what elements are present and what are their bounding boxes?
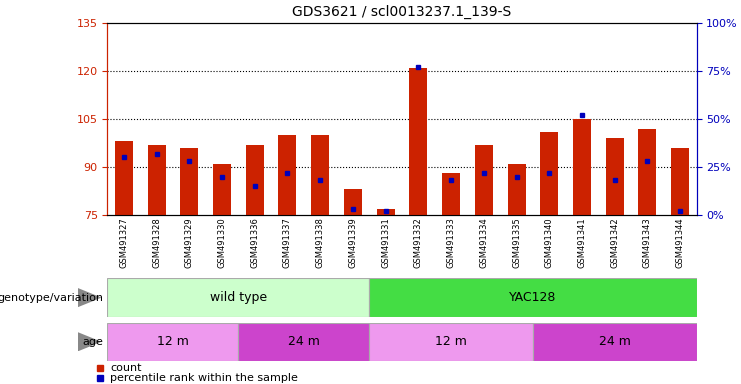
Text: GSM491342: GSM491342 [611, 217, 619, 268]
Polygon shape [78, 288, 102, 307]
Text: GSM491336: GSM491336 [250, 217, 259, 268]
Bar [573, 119, 591, 215]
Bar [376, 209, 395, 215]
Text: GSM491341: GSM491341 [577, 217, 586, 268]
Text: GSM491334: GSM491334 [479, 217, 488, 268]
Text: GSM491335: GSM491335 [512, 217, 521, 268]
Text: GSM491329: GSM491329 [185, 217, 193, 268]
Text: age: age [83, 337, 104, 347]
Bar [246, 145, 264, 215]
Bar [147, 145, 165, 215]
Text: GSM491333: GSM491333 [447, 217, 456, 268]
Text: GSM491327: GSM491327 [119, 217, 128, 268]
Text: genotype/variation: genotype/variation [0, 293, 104, 303]
Bar [344, 189, 362, 215]
Bar [311, 135, 329, 215]
Text: YAC128: YAC128 [509, 291, 556, 304]
Bar [107, 323, 239, 361]
Bar [239, 323, 369, 361]
Text: 24 m: 24 m [288, 335, 320, 348]
Text: GSM491331: GSM491331 [381, 217, 390, 268]
Bar [369, 278, 697, 317]
Text: percentile rank within the sample: percentile rank within the sample [110, 373, 298, 383]
Bar [605, 138, 624, 215]
Bar [671, 148, 689, 215]
Bar [475, 145, 493, 215]
Text: GSM491328: GSM491328 [152, 217, 161, 268]
Bar [180, 148, 199, 215]
Text: GSM491343: GSM491343 [643, 217, 652, 268]
Bar [115, 141, 133, 215]
Text: wild type: wild type [210, 291, 267, 304]
Bar [639, 129, 657, 215]
Text: GSM491337: GSM491337 [283, 217, 292, 268]
Bar [279, 135, 296, 215]
Bar [508, 164, 525, 215]
Text: GSM491339: GSM491339 [348, 217, 357, 268]
Bar [107, 278, 369, 317]
Text: count: count [110, 362, 142, 373]
Bar [369, 323, 533, 361]
Title: GDS3621 / scl0013237.1_139-S: GDS3621 / scl0013237.1_139-S [293, 5, 511, 19]
Bar [442, 174, 460, 215]
Text: GSM491332: GSM491332 [414, 217, 423, 268]
Text: GSM491340: GSM491340 [545, 217, 554, 268]
Bar [533, 323, 697, 361]
Bar [213, 164, 231, 215]
Text: GSM491330: GSM491330 [218, 217, 227, 268]
Text: GSM491344: GSM491344 [676, 217, 685, 268]
Text: GSM491338: GSM491338 [316, 217, 325, 268]
Bar [540, 132, 558, 215]
Polygon shape [78, 332, 102, 351]
Text: 24 m: 24 m [599, 335, 631, 348]
Text: 12 m: 12 m [435, 335, 467, 348]
Text: 12 m: 12 m [157, 335, 189, 348]
Bar [409, 68, 428, 215]
